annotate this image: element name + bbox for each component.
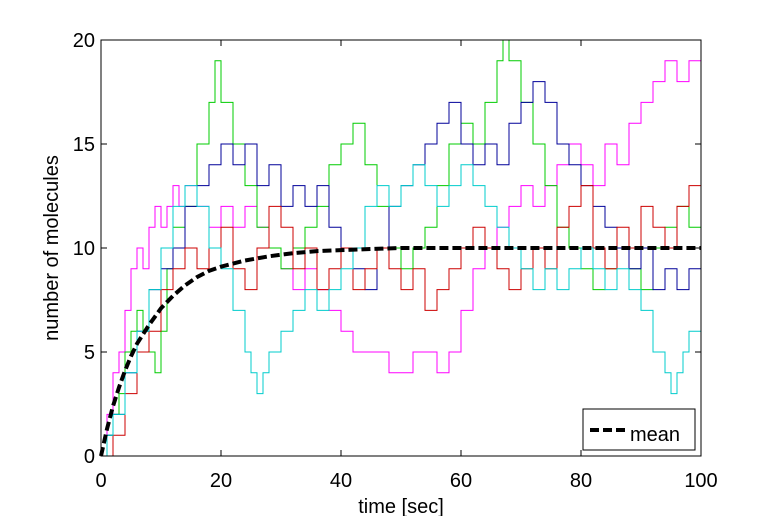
legend-label-mean: mean (630, 424, 680, 446)
x-tick-label: 20 (210, 470, 232, 492)
legend: mean (582, 408, 696, 451)
x-tick-label: 0 (95, 470, 106, 492)
x-tick-label: 80 (570, 470, 592, 492)
y-tick-label: 5 (84, 342, 95, 364)
ticks: 0 20 40 60 80 100 0 5 10 15 20 (73, 30, 718, 492)
series-4-line (101, 185, 702, 457)
series-5-line (101, 164, 702, 457)
series-2-line (101, 39, 702, 457)
x-axis-label: time [sec] (358, 496, 444, 516)
legend-box (582, 408, 696, 451)
y-axis-label: number of molecules (41, 155, 63, 341)
y-tick-label: 0 (84, 446, 95, 468)
y-tick-label: 20 (73, 30, 95, 52)
series-1-line (101, 60, 702, 457)
x-tick-label: 40 (330, 470, 352, 492)
y-tick-label: 10 (73, 238, 95, 260)
plot-area (99, 39, 702, 457)
x-tick-label: 100 (684, 470, 717, 492)
series-mean-line (99, 246, 701, 457)
x-tick-label: 60 (450, 470, 472, 492)
y-tick-label: 15 (73, 134, 95, 156)
